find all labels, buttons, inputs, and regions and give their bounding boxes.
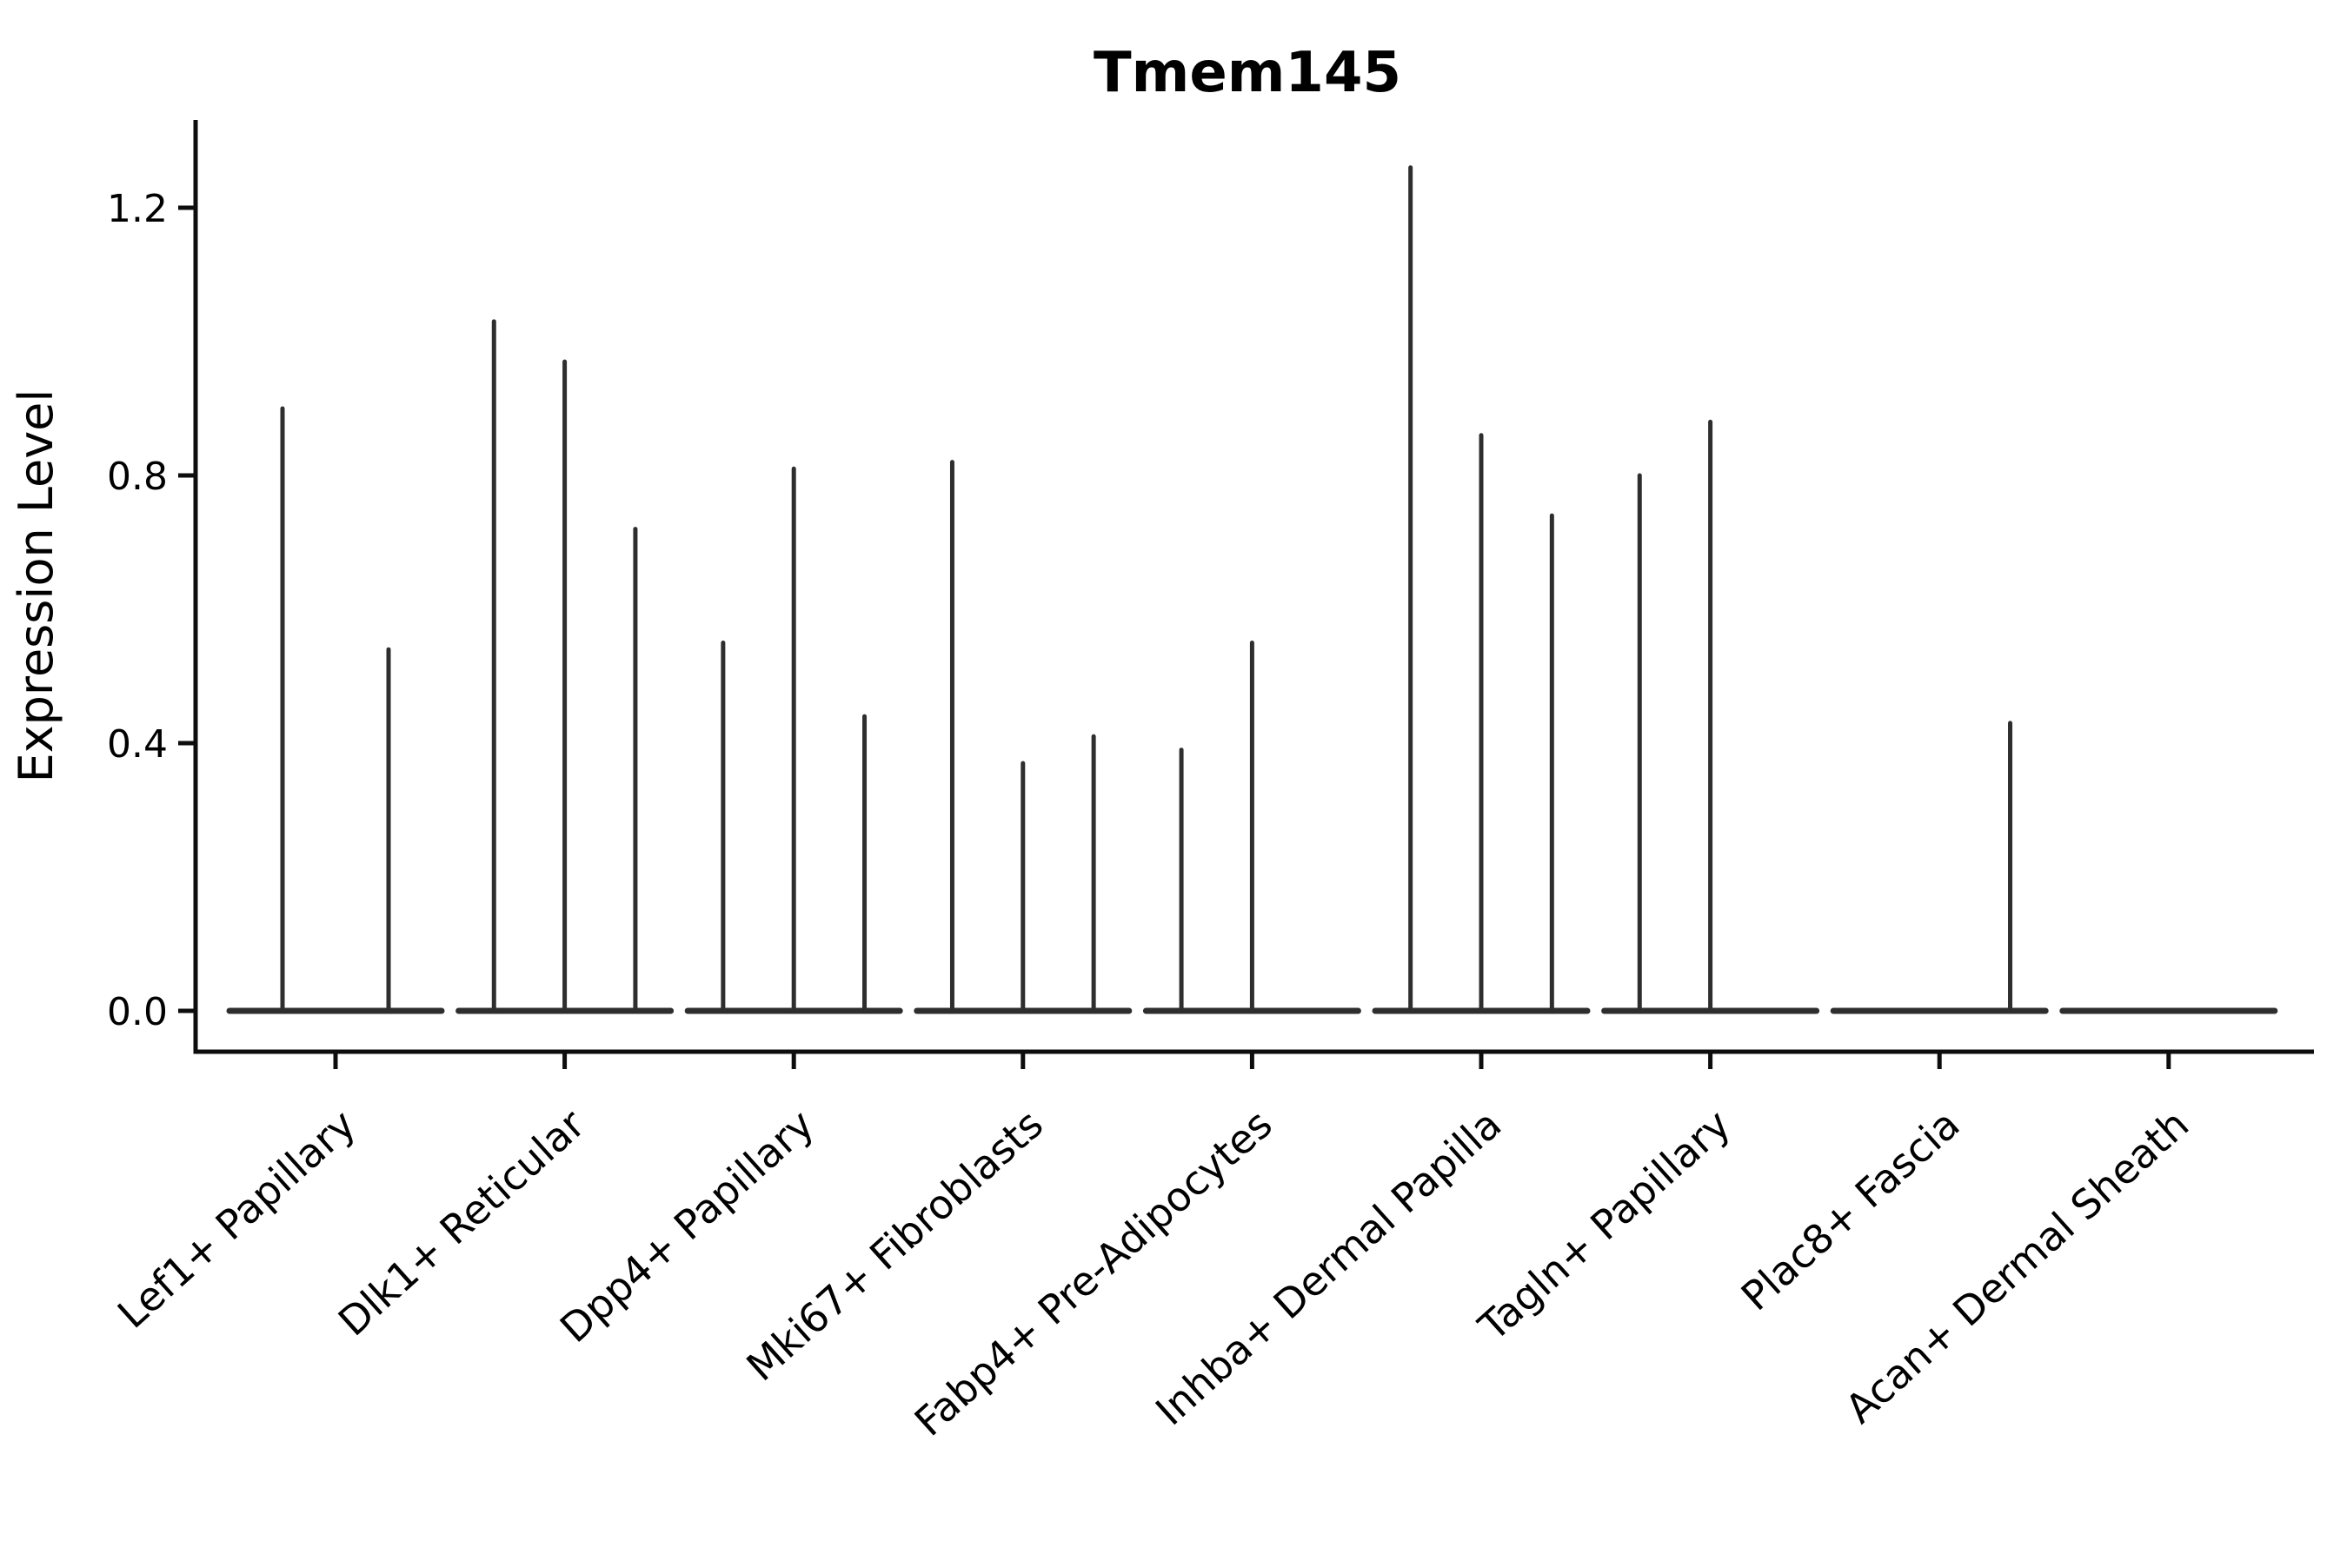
x-tick-label: Tagln+ Papillary bbox=[1469, 1100, 1739, 1351]
chart-title: Tmem145 bbox=[1094, 41, 1401, 105]
violins bbox=[226, 165, 2278, 1014]
y-tick-label: 0.4 bbox=[107, 722, 168, 767]
y-tick-label: 1.2 bbox=[107, 187, 168, 231]
x-tick-label: Dlk1+ Reticular bbox=[329, 1100, 594, 1345]
y-tick-label: 0.0 bbox=[107, 990, 168, 1034]
axes bbox=[178, 120, 2314, 1069]
y-tick-labels: 0.0 0.4 0.8 1.2 bbox=[107, 187, 168, 1034]
x-tick-label: Plac8+ Fascia bbox=[1732, 1100, 1969, 1319]
x-tick-label: Dpp4+ Papillary bbox=[551, 1100, 823, 1352]
y-tick-label: 0.8 bbox=[107, 455, 168, 499]
y-axis-label: Expression Level bbox=[9, 389, 63, 783]
x-tick-label: Lef1+ Papillary bbox=[109, 1100, 364, 1338]
